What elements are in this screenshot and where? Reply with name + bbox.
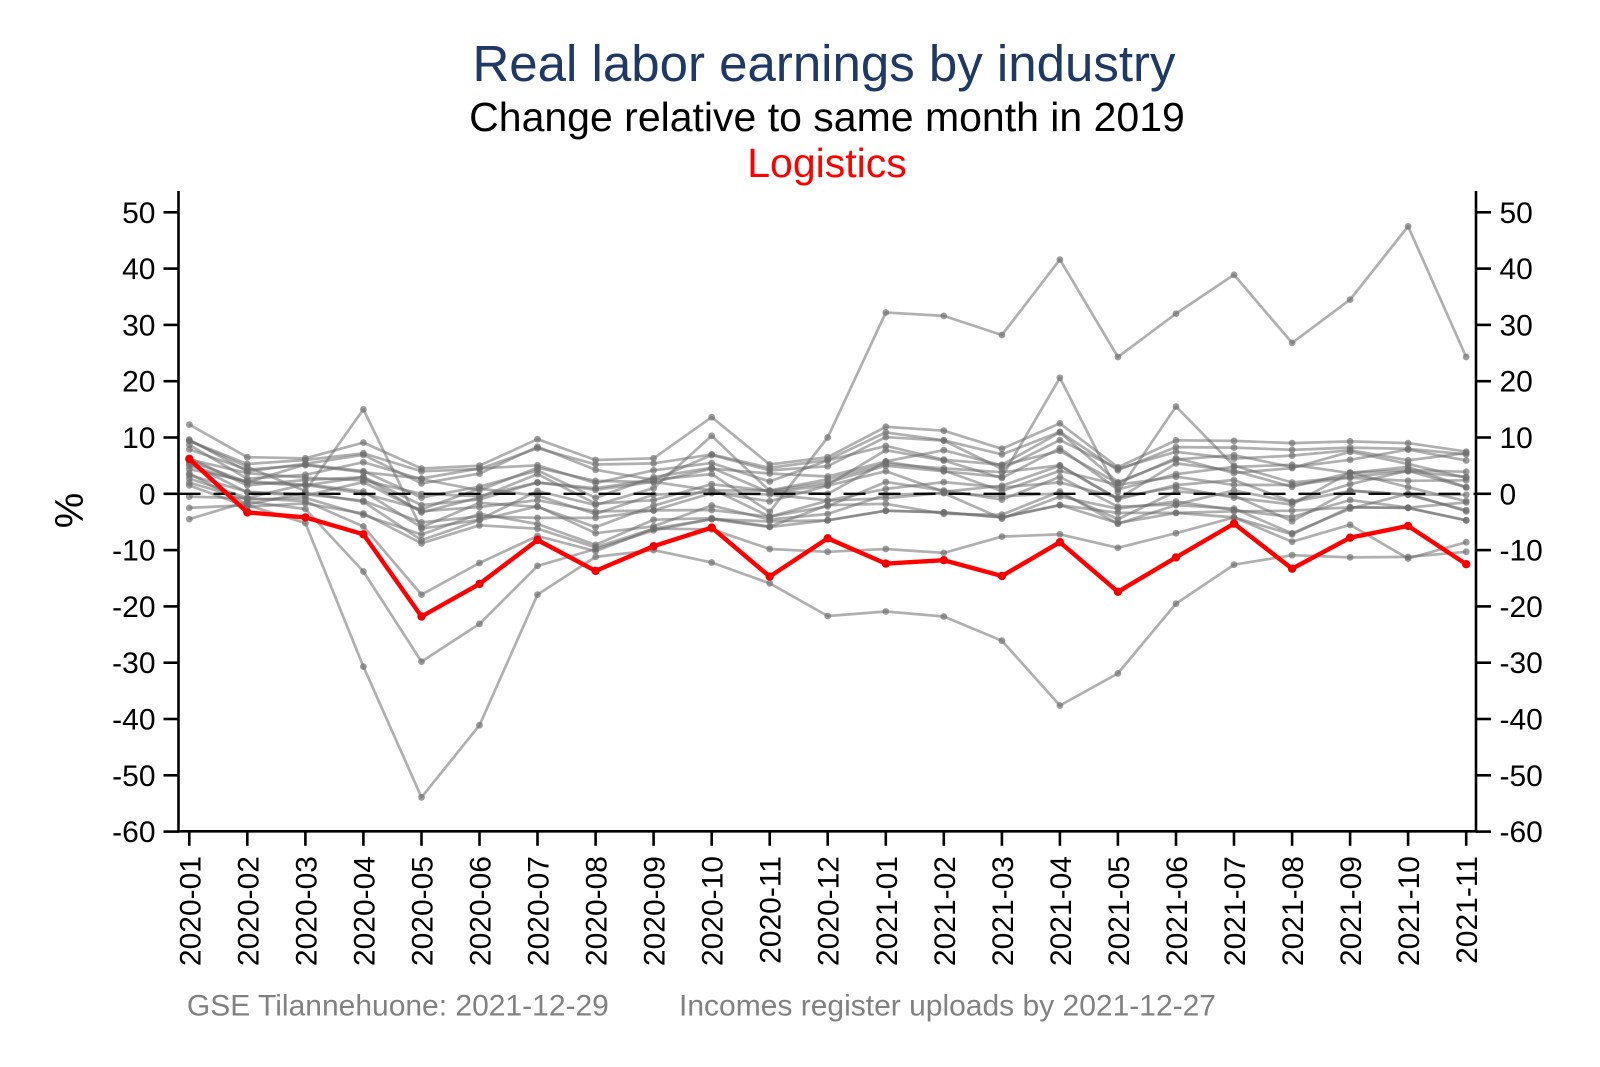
svg-text:30: 30 bbox=[1500, 309, 1533, 342]
svg-text:10: 10 bbox=[1500, 422, 1533, 455]
svg-text:-60: -60 bbox=[1500, 816, 1543, 849]
svg-text:20: 20 bbox=[122, 366, 155, 399]
svg-text:50: 50 bbox=[1500, 197, 1533, 230]
svg-text:40: 40 bbox=[1500, 253, 1533, 286]
svg-text:2020-08: 2020-08 bbox=[581, 856, 614, 966]
svg-text:-50: -50 bbox=[112, 760, 155, 793]
svg-text:2020-11: 2020-11 bbox=[755, 856, 788, 964]
svg-text:2020-06: 2020-06 bbox=[465, 856, 498, 966]
svg-text:2021-02: 2021-02 bbox=[929, 856, 962, 966]
svg-text:-10: -10 bbox=[1500, 535, 1543, 568]
svg-text:-20: -20 bbox=[1500, 591, 1543, 624]
svg-text:2020-10: 2020-10 bbox=[697, 856, 730, 966]
svg-text:Logistics: Logistics bbox=[747, 140, 907, 186]
svg-text:-40: -40 bbox=[1500, 704, 1543, 737]
svg-text:30: 30 bbox=[122, 309, 155, 342]
svg-text:2021-01: 2021-01 bbox=[871, 856, 904, 966]
svg-text:-30: -30 bbox=[1500, 647, 1543, 680]
svg-text:2021-10: 2021-10 bbox=[1393, 856, 1426, 966]
svg-text:-10: -10 bbox=[112, 535, 155, 568]
svg-text:-40: -40 bbox=[112, 704, 155, 737]
svg-text:2020-05: 2020-05 bbox=[407, 856, 440, 966]
svg-text:2021-05: 2021-05 bbox=[1103, 856, 1136, 966]
svg-text:20: 20 bbox=[1500, 366, 1533, 399]
svg-text:2021-06: 2021-06 bbox=[1161, 856, 1194, 966]
svg-text:2020-03: 2020-03 bbox=[290, 856, 323, 966]
svg-text:2020-09: 2020-09 bbox=[639, 856, 672, 966]
svg-text:10: 10 bbox=[122, 422, 155, 455]
svg-text:2020-04: 2020-04 bbox=[348, 856, 381, 966]
svg-text:0: 0 bbox=[1500, 478, 1517, 511]
svg-text:GSE Tilannehuone: 2021-12-29: GSE Tilannehuone: 2021-12-29 bbox=[187, 989, 609, 1022]
svg-text:-30: -30 bbox=[112, 647, 155, 680]
svg-text:50: 50 bbox=[122, 197, 155, 230]
svg-text:-60: -60 bbox=[112, 816, 155, 849]
svg-text:2020-02: 2020-02 bbox=[232, 856, 265, 966]
svg-text:2020-12: 2020-12 bbox=[813, 856, 846, 966]
svg-text:2020-07: 2020-07 bbox=[523, 856, 556, 966]
svg-text:-50: -50 bbox=[1500, 760, 1543, 793]
svg-text:2021-09: 2021-09 bbox=[1335, 856, 1368, 966]
svg-text:Change relative to same month: Change relative to same month in 2019 bbox=[469, 94, 1185, 140]
svg-text:2021-04: 2021-04 bbox=[1045, 856, 1078, 966]
svg-text:2020-01: 2020-01 bbox=[174, 856, 207, 966]
svg-text:40: 40 bbox=[122, 253, 155, 286]
svg-text:0: 0 bbox=[139, 478, 156, 511]
svg-text:%: % bbox=[48, 493, 92, 529]
svg-text:Incomes register uploads by 20: Incomes register uploads by 2021-12-27 bbox=[679, 989, 1216, 1022]
svg-text:2021-11: 2021-11 bbox=[1451, 856, 1484, 964]
svg-text:2021-07: 2021-07 bbox=[1219, 856, 1252, 966]
svg-text:2021-03: 2021-03 bbox=[987, 856, 1020, 966]
svg-text:2021-08: 2021-08 bbox=[1277, 856, 1310, 966]
svg-text:Real labor earnings by industr: Real labor earnings by industry bbox=[472, 35, 1176, 92]
svg-text:-20: -20 bbox=[112, 591, 155, 624]
